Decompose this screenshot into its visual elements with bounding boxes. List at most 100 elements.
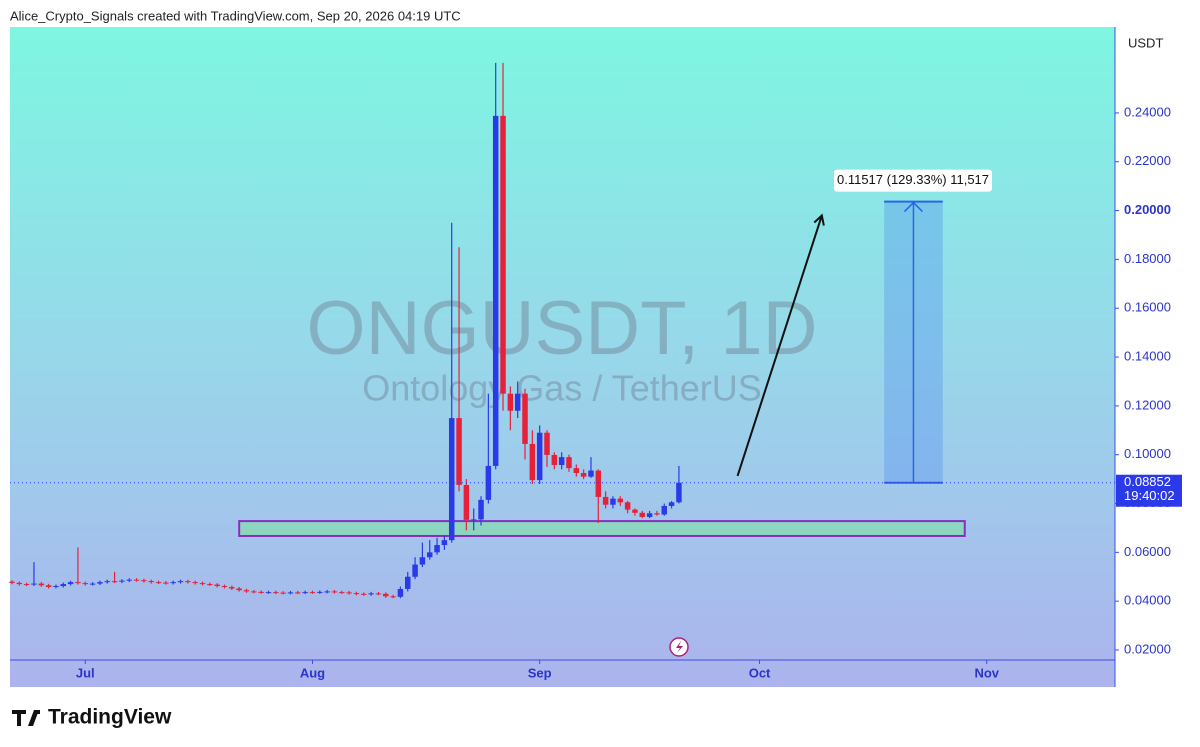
candle-body [177, 581, 184, 583]
currency: USDT [1128, 35, 1163, 50]
candle-body [617, 498, 624, 503]
candle-body [346, 592, 352, 594]
price-label: 0.08852 [1124, 474, 1171, 489]
x-tick-label: Sep [528, 665, 552, 680]
brand-logo [12, 710, 40, 726]
candle-body [419, 557, 426, 565]
candle-body [243, 590, 250, 592]
candle-body [654, 513, 660, 515]
candle-body [287, 592, 294, 594]
candle-body [368, 593, 374, 595]
y-tick-label: 0.18000 [1124, 251, 1171, 266]
candle-body [53, 586, 59, 588]
candle-body [463, 484, 470, 520]
candle-body [45, 585, 52, 588]
candle-body [375, 593, 382, 595]
candle-body [163, 582, 169, 584]
y-tick-label: 0.02000 [1124, 641, 1171, 656]
candle-body [558, 457, 565, 465]
candle-body [295, 592, 301, 594]
candle-body [397, 588, 404, 597]
candle-body [492, 115, 499, 466]
candle-body [214, 584, 220, 587]
candle-body [236, 588, 242, 591]
candle-body [602, 496, 609, 505]
y-tick-label: 0.10000 [1124, 446, 1171, 461]
candle-body [478, 499, 484, 520]
candle-body [229, 587, 235, 589]
candle-body [441, 540, 448, 546]
price-label-box [1116, 474, 1182, 507]
candle-body [404, 576, 411, 589]
x-tick-label: Aug [300, 665, 325, 680]
measure-label-box [834, 169, 992, 192]
candle-body [500, 115, 506, 394]
candle-body [111, 581, 118, 583]
candle-body [258, 591, 264, 593]
brand: TradingView [48, 706, 172, 729]
measure-label: 0.11517 (129.33%) 11,517 [837, 172, 989, 187]
candle-body [353, 593, 360, 595]
candle-body [309, 592, 316, 594]
candle-body [566, 457, 572, 469]
candle-body [126, 579, 132, 581]
candle-body [251, 591, 257, 593]
plot-background [10, 27, 1115, 687]
candle-body [324, 591, 330, 593]
candle-body [580, 473, 587, 477]
candle-body [170, 582, 176, 584]
candle-body [67, 582, 74, 585]
candle-body [89, 583, 96, 585]
candle-body [361, 593, 367, 595]
candle-body [97, 582, 103, 584]
candle-body [661, 505, 668, 515]
candle-body [390, 596, 396, 598]
header: Alice_Crypto_Signals created with Tradin… [10, 8, 461, 23]
candle-body [82, 583, 89, 585]
x-tick-label: Oct [749, 665, 771, 680]
candle-body [595, 470, 602, 497]
candle-body [339, 592, 345, 594]
candle-body [221, 586, 228, 588]
countdown: 19:40:02 [1124, 488, 1175, 503]
candle-body [456, 418, 462, 485]
candle-body [470, 519, 477, 521]
candle-body [16, 582, 23, 585]
candle-body [185, 581, 191, 583]
candle-body [668, 502, 675, 506]
watermark-subtitle: Ontology Gas / TetherUS [362, 368, 762, 409]
y-tick-label: 0.06000 [1124, 544, 1171, 559]
candle-body [38, 583, 45, 586]
y-tick-label: 0.14000 [1124, 348, 1171, 363]
candle-body [60, 584, 67, 587]
candle-body [610, 498, 616, 505]
candle-body [265, 592, 272, 594]
candle-body [544, 432, 550, 455]
candle-body [588, 470, 594, 477]
candle-body [207, 584, 213, 586]
candle-body [9, 581, 15, 583]
candle-body [383, 593, 389, 597]
y-tick-label: 0.22000 [1124, 153, 1171, 168]
candle-body [676, 482, 682, 503]
candle-body [155, 582, 162, 584]
candle-body [426, 552, 433, 558]
candle-body [632, 509, 638, 513]
candle-body [529, 443, 536, 481]
candle-body [104, 581, 111, 583]
candle-body [133, 579, 140, 581]
candle-body [141, 580, 147, 582]
event-icon-bolt [676, 641, 683, 653]
candle-body [192, 582, 198, 584]
candle-body [317, 591, 323, 593]
candle-body [280, 592, 286, 594]
plot: 0.11517 (129.33%) 11,517 [9, 62, 992, 599]
candle-body [507, 393, 514, 411]
candle-body [639, 512, 646, 517]
measure-arrow-head [903, 201, 923, 213]
candle-body [536, 432, 543, 481]
forecast-arrow [736, 215, 822, 477]
y-tick-label: 0.16000 [1124, 300, 1171, 315]
candle-body [434, 545, 440, 553]
